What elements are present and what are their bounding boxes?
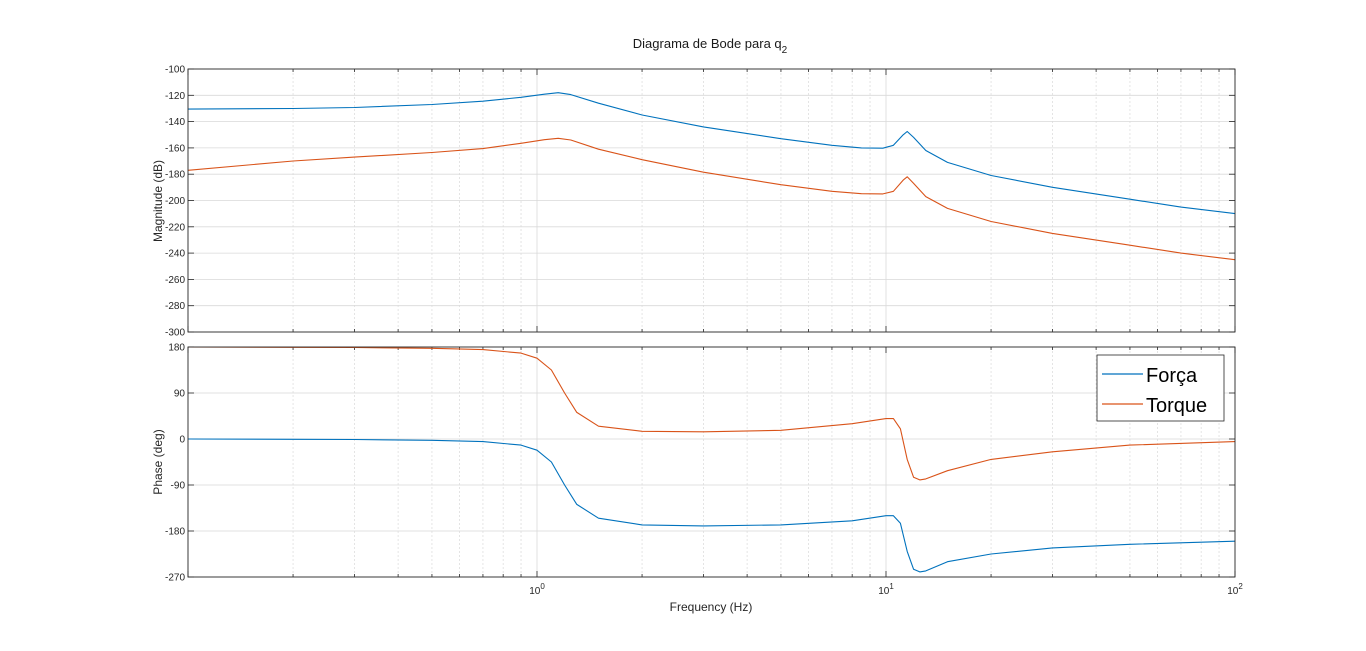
phase-panel: 180 90 0 -90 -180 -270 [165, 343, 1236, 584]
legend: Força Torque [1096, 354, 1225, 422]
magnitude-series-forca [188, 92, 1235, 215]
magnitude-panel: -100 -120 -140 -160 -180 -200 -220 -240 -260 -280… [165, 65, 1236, 339]
phase-axes-frame [187, 346, 1236, 578]
magnitude-y-tick-label: -180 [165, 170, 185, 181]
phase-y-tick-label: 90 [174, 389, 186, 400]
magnitude-axes-frame [187, 68, 1236, 333]
magnitude-y-tick-label: -100 [165, 65, 185, 76]
magnitude-y-tick-label: -300 [165, 328, 185, 339]
magnitude-y-tick-label: -200 [165, 196, 185, 207]
phase-y-tick-label: 0 [179, 435, 185, 446]
magnitude-y-tick-label: -220 [165, 222, 185, 233]
phase-y-tick-label: -90 [171, 481, 186, 492]
chart-title: Diagrama de Bode para q2 [633, 36, 788, 56]
magnitude-y-tick-label: -260 [165, 275, 185, 286]
phase-axis-label: Phase (deg) [151, 429, 165, 494]
magnitude-series-torque [188, 137, 1235, 261]
phase-plot-area [188, 347, 1235, 577]
legend-box [1096, 354, 1225, 422]
phase-series-forca [188, 438, 1235, 573]
phase-y-tick-label: -270 [165, 573, 185, 584]
x-tick-labels: 100 101 102 [529, 582, 1243, 597]
x-tick-label: 102 [1227, 582, 1243, 597]
x-tick-label: 101 [878, 582, 894, 597]
x-tick-label: 100 [529, 582, 545, 597]
phase-series-torque [188, 347, 1235, 481]
magnitude-y-tick-label: -240 [165, 249, 185, 260]
magnitude-y-tick-label: -120 [165, 91, 185, 102]
magnitude-y-tick-label: -280 [165, 301, 185, 312]
x-axis-label: Frequency (Hz) [670, 600, 753, 614]
magnitude-y-tick-label: -160 [165, 143, 185, 154]
phase-y-tick-label: 180 [168, 343, 185, 354]
phase-y-tick-label: -180 [165, 527, 185, 538]
legend-label-forca: Força [1146, 365, 1198, 387]
magnitude-axis-label: Magnitude (dB) [151, 160, 165, 242]
magnitude-y-tick-label: -140 [165, 117, 185, 128]
legend-label-torque: Torque [1146, 395, 1207, 417]
